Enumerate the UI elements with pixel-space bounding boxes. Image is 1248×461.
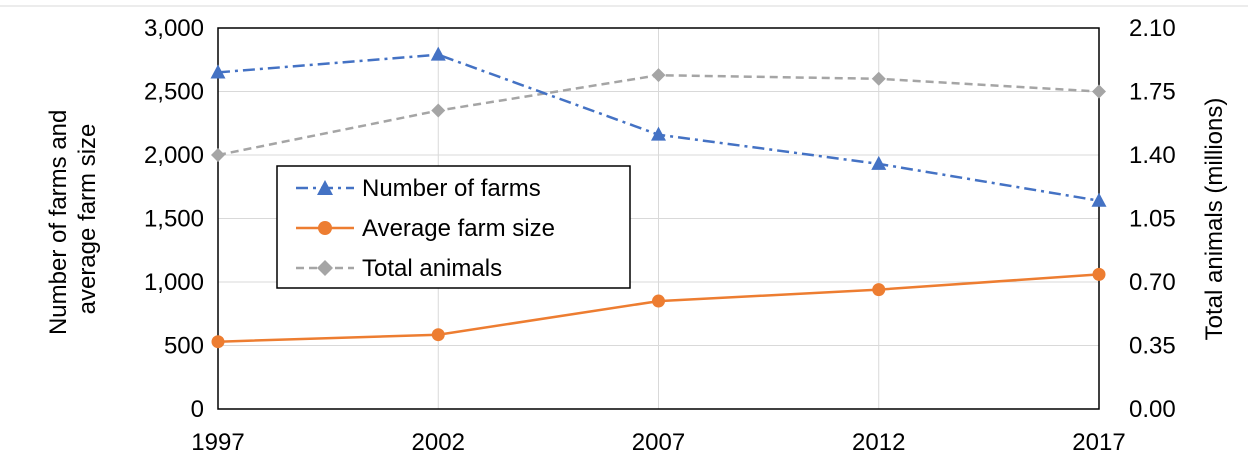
right-tick-label: 0.35 <box>1129 333 1176 360</box>
data-point-total-animals <box>211 148 225 162</box>
left-tick-label: 0 <box>191 396 204 423</box>
legend-item-total-animals: Total animals <box>296 255 502 282</box>
x-tick-label: 2012 <box>852 429 905 456</box>
left-tick-label: 2,500 <box>144 79 204 106</box>
left-tick-label: 500 <box>164 333 204 360</box>
left-tick-label: 3,000 <box>144 15 204 42</box>
legend-label-total-animals: Total animals <box>362 255 502 282</box>
left-axis-label-line-1: Number of farms and <box>45 110 72 335</box>
left-tick-label: 1,000 <box>144 269 204 296</box>
plot-area-border <box>217 27 1100 410</box>
data-point-number-of-farms <box>210 64 226 79</box>
legend-item-number-of-farms: Number of farms <box>296 175 541 202</box>
x-tick-label: 1997 <box>191 429 244 456</box>
series-number-of-farms <box>210 46 1107 207</box>
x-tick-label: 2007 <box>632 429 685 456</box>
left-tick-label: 2,000 <box>144 142 204 169</box>
legend-item-average-farm-size: Average farm size <box>296 215 555 242</box>
legend-label-average-farm-size: Average farm size <box>362 215 555 242</box>
right-axis-ticks: 0.00 0.35 0.70 1.05 1.40 1.75 2.10 <box>1129 15 1176 423</box>
data-point-number-of-farms <box>1091 192 1107 207</box>
left-axis-label-line-2: average farm size <box>74 124 101 315</box>
data-point-average-farm-size <box>652 294 665 308</box>
data-point-average-farm-size <box>431 328 445 342</box>
left-tick-label: 1,500 <box>144 206 204 233</box>
data-point-number-of-farms <box>651 126 666 141</box>
series-average-farm-size <box>211 267 1106 349</box>
right-tick-label: 1.05 <box>1129 206 1176 233</box>
data-point-total-animals <box>1092 84 1106 99</box>
legend-label-number-of-farms: Number of farms <box>362 175 541 202</box>
x-tick-label: 2002 <box>412 429 465 456</box>
right-tick-label: 1.40 <box>1129 142 1176 169</box>
right-tick-label: 1.75 <box>1129 79 1176 106</box>
right-axis-label: Total animals (millions) <box>1201 98 1228 341</box>
x-axis-ticks: 1997 2002 2007 2012 2017 <box>191 429 1125 456</box>
data-point-number-of-farms <box>871 155 887 170</box>
legend: Number of farms Average farm size Total … <box>276 165 631 289</box>
left-axis-label: Number of farms and average farm size <box>45 103 101 335</box>
x-tick-label: 2017 <box>1072 429 1125 456</box>
left-axis-ticks: 0 500 1,000 1,500 2,000 2,500 3,000 <box>144 15 204 423</box>
right-tick-label: 0.70 <box>1129 269 1176 296</box>
data-point-total-animals <box>871 71 886 86</box>
data-point-number-of-farms <box>430 46 446 61</box>
data-point-total-animals <box>651 68 666 83</box>
data-point-average-farm-size <box>1092 267 1106 281</box>
legend-marker-triangle <box>317 180 333 195</box>
series-total-animals <box>211 68 1106 162</box>
right-tick-label: 0.00 <box>1129 396 1176 423</box>
data-point-average-farm-size <box>211 335 225 349</box>
data-point-average-farm-size <box>872 283 886 297</box>
legend-marker-circle <box>318 221 332 235</box>
legend-marker-diamond <box>317 260 333 276</box>
right-tick-label: 2.10 <box>1129 15 1176 42</box>
series-layer <box>210 46 1107 349</box>
data-point-total-animals <box>431 103 446 118</box>
